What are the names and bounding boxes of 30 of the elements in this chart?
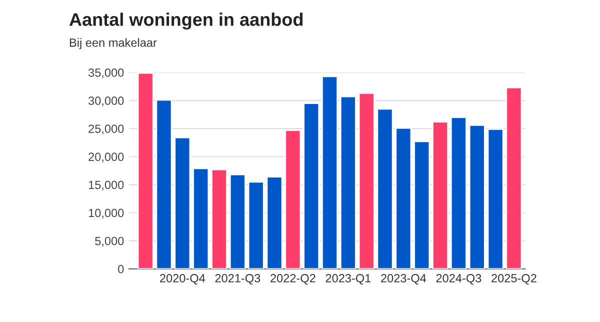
bar bbox=[322, 76, 338, 269]
bar bbox=[229, 174, 246, 269]
x-tick-label: 2021-Q3 bbox=[215, 274, 260, 285]
bar bbox=[211, 168, 228, 269]
y-tick-label: 15,000 bbox=[88, 180, 124, 190]
bar bbox=[432, 121, 449, 269]
x-tick-label: 2025-Q2 bbox=[492, 274, 536, 285]
bar bbox=[303, 102, 320, 269]
y-tick-label: 5,000 bbox=[95, 236, 124, 247]
y-tick-label: 30,000 bbox=[88, 96, 124, 106]
x-tick-label: 2023-Q1 bbox=[326, 274, 371, 285]
y-tick-label: 25,000 bbox=[88, 124, 124, 134]
chart-title: Aantal woningen in aanbod bbox=[69, 12, 303, 30]
x-tick-label: 2022-Q2 bbox=[270, 274, 316, 285]
x-tick-label: 2020-Q4 bbox=[160, 274, 206, 285]
bar bbox=[340, 96, 356, 269]
y-tick-label: 0 bbox=[118, 264, 124, 274]
x-tick-label: 2023-Q4 bbox=[381, 274, 426, 285]
bar bbox=[248, 181, 264, 269]
y-tick-label: 10,000 bbox=[88, 208, 124, 219]
bar bbox=[192, 168, 210, 269]
bar bbox=[414, 140, 430, 269]
bar bbox=[468, 124, 486, 269]
bar bbox=[358, 92, 375, 269]
bar bbox=[450, 116, 467, 269]
y-tick-label: 20,000 bbox=[88, 152, 124, 162]
x-tick-label: 2024-Q3 bbox=[436, 274, 482, 285]
y-tick-label: 35,000 bbox=[88, 68, 124, 78]
bar bbox=[174, 136, 191, 269]
chart-subtitle: Bij een makelaar bbox=[70, 38, 157, 50]
